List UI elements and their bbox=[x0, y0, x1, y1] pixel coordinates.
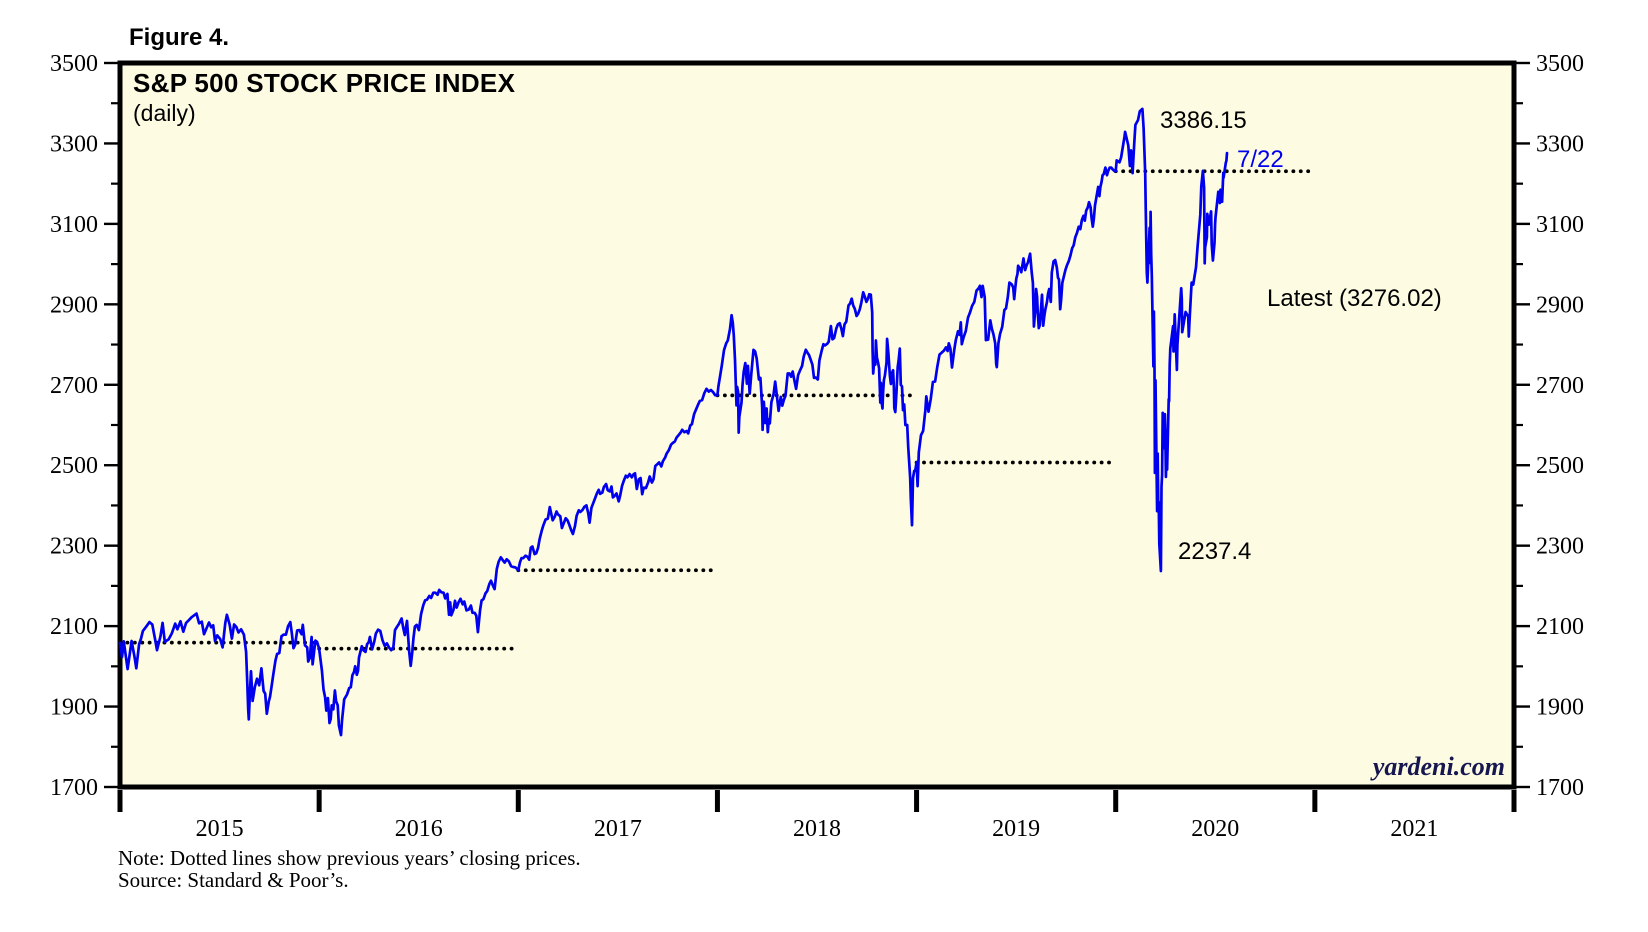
y-axis-label-right: 2100 bbox=[1536, 614, 1584, 640]
y-axis-label-right: 2300 bbox=[1536, 534, 1584, 560]
y-axis-label-left: 3500 bbox=[50, 51, 98, 77]
y-axis-label-left: 1700 bbox=[50, 775, 98, 801]
y-axis-label-left: 1900 bbox=[50, 695, 98, 721]
x-axis-label: 2018 bbox=[793, 816, 841, 842]
x-axis-label: 2019 bbox=[992, 816, 1040, 842]
annotation-peak-value: 3386.15 bbox=[1160, 107, 1247, 134]
x-axis-label: 2020 bbox=[1191, 816, 1239, 842]
chart-subtitle: (daily) bbox=[133, 100, 196, 126]
y-axis-label-right: 2500 bbox=[1536, 453, 1584, 479]
figure-label: Figure 4. bbox=[129, 24, 230, 51]
x-axis-label: 2015 bbox=[196, 816, 244, 842]
y-axis-label-right: 2700 bbox=[1536, 373, 1584, 399]
annotation-latest-value: Latest (3276.02) bbox=[1267, 285, 1442, 312]
watermark-yardeni: yardeni.com bbox=[1372, 752, 1505, 781]
source-line: Source: Standard & Poor’s. bbox=[118, 868, 349, 892]
y-axis-label-left: 2500 bbox=[50, 453, 98, 479]
y-axis-label-left: 2100 bbox=[50, 614, 98, 640]
y-axis-label-left: 3300 bbox=[50, 131, 98, 157]
y-axis-label-right: 3100 bbox=[1536, 212, 1584, 238]
y-axis-label-right: 3300 bbox=[1536, 131, 1584, 157]
y-axis-label-left: 2300 bbox=[50, 534, 98, 560]
y-axis-label-right: 3500 bbox=[1536, 51, 1584, 77]
price-line-sp500 bbox=[118, 107, 1229, 737]
y-axis-label-left: 2700 bbox=[50, 373, 98, 399]
y-axis-label-right: 1700 bbox=[1536, 775, 1584, 801]
chart-title: S&P 500 STOCK PRICE INDEX bbox=[133, 68, 516, 98]
annotation-trough-value: 2237.4 bbox=[1178, 538, 1251, 565]
y-axis-label-left: 3100 bbox=[50, 212, 98, 238]
annotation-asof-date: 7/22 bbox=[1237, 146, 1284, 173]
y-axis-label-right: 2900 bbox=[1536, 292, 1584, 318]
x-axis-label: 2016 bbox=[395, 816, 443, 842]
note-line: Note: Dotted lines show previous years’ … bbox=[118, 846, 581, 870]
y-axis-label-left: 2900 bbox=[50, 292, 98, 318]
x-axis-label: 2021 bbox=[1390, 816, 1438, 842]
x-axis-label: 2017 bbox=[594, 816, 642, 842]
plot-area bbox=[117, 60, 1517, 790]
y-axis-label-right: 1900 bbox=[1536, 695, 1584, 721]
footnotes: Note: Dotted lines show previous years’ … bbox=[118, 847, 581, 891]
